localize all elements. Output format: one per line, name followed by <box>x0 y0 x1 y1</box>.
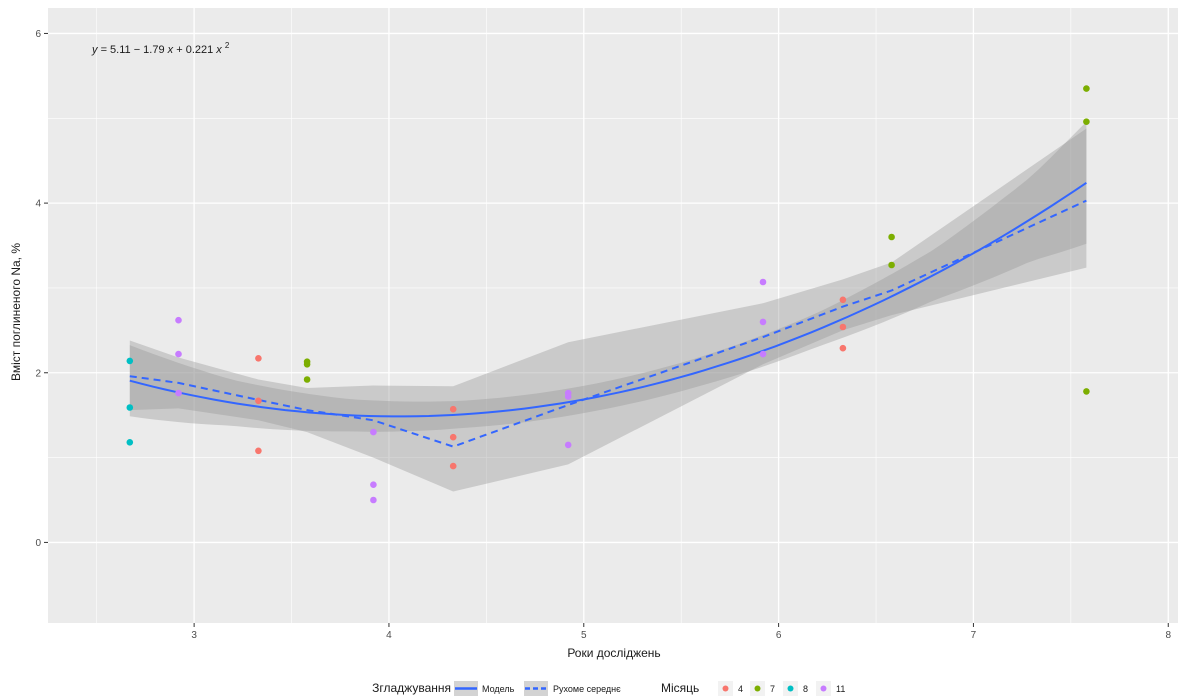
x-tick-label-5: 5 <box>581 630 587 641</box>
legend-label-month-11: 11 <box>836 684 845 694</box>
data-points <box>126 85 1090 504</box>
data-point-31 <box>1083 118 1090 125</box>
eq-y: y <box>91 44 99 56</box>
x-tick-label-6: 6 <box>776 630 782 641</box>
data-point-28 <box>888 233 895 241</box>
legend-smoothing-title: Згладжування <box>372 681 451 695</box>
y-tick-label-2: 2 <box>35 368 41 379</box>
axis-ticks: 3 4 5 6 7 8 0 2 4 6 <box>35 29 1171 641</box>
legend-key-moving-average <box>524 681 548 696</box>
data-point-11 <box>303 361 311 368</box>
y-tick-label-6: 6 <box>35 29 41 40</box>
grid-minor <box>48 8 1178 623</box>
model-fit-line <box>129 181 1087 418</box>
data-point-7 <box>255 355 262 362</box>
legend-month-4: 4 <box>718 681 743 696</box>
legend-month-title: Місяць <box>661 681 699 695</box>
moving-average-band <box>129 128 1087 492</box>
y-tick-label-4: 4 <box>35 199 41 210</box>
legend-label-month-7: 7 <box>770 684 775 694</box>
legend-label-month-4: 4 <box>738 684 743 694</box>
data-point-32 <box>1083 388 1090 395</box>
legend-label-moving-average: Рухоме середнє <box>553 684 621 694</box>
eq-exponent: 2 <box>225 41 230 50</box>
data-point-25 <box>839 296 847 304</box>
regression-equation: y = 5.11 − 1.79 x + 0.221 x 2 <box>91 41 230 56</box>
data-point-14 <box>370 481 377 489</box>
data-point-8 <box>255 397 262 405</box>
eq-const: = 5.11 − 1.79 <box>101 44 165 56</box>
grid-major <box>48 8 1178 623</box>
data-point-30 <box>1083 85 1090 92</box>
legend-month-8: 8 <box>783 681 808 696</box>
data-point-12 <box>303 376 311 383</box>
legend-dot-month-4 <box>722 685 729 692</box>
eq-x1: x <box>167 44 174 56</box>
data-point-13 <box>370 428 377 436</box>
legend-label-model: Модель <box>482 684 515 694</box>
data-point-9 <box>255 447 262 455</box>
legend-key-model <box>454 681 478 696</box>
data-point-23 <box>759 318 767 326</box>
eq-x2: x <box>215 44 222 56</box>
x-tick-label-4: 4 <box>386 630 392 641</box>
data-point-4 <box>175 316 182 324</box>
moving-average-line <box>129 199 1087 448</box>
data-point-18 <box>449 462 457 470</box>
data-point-26 <box>839 323 847 331</box>
data-point-2 <box>126 404 134 411</box>
smoothing-lines <box>129 181 1087 448</box>
legend: Згладжування Модель Рухоме середнє Місяц… <box>372 681 845 696</box>
data-point-6 <box>175 389 182 397</box>
y-axis-title: Вміст поглиненого Na, % <box>9 243 23 381</box>
data-point-17 <box>449 433 457 441</box>
data-point-21 <box>564 441 572 449</box>
data-point-15 <box>370 496 377 504</box>
y-tick-label-0: 0 <box>35 538 41 549</box>
data-point-1 <box>126 357 134 365</box>
data-point-5 <box>175 350 182 358</box>
legend-month-7: 7 <box>750 681 775 696</box>
x-tick-label-3: 3 <box>191 630 197 641</box>
x-tick-label-7: 7 <box>971 630 977 641</box>
data-point-24 <box>759 350 767 358</box>
data-point-20 <box>564 393 572 400</box>
data-point-16 <box>449 405 457 413</box>
data-point-29 <box>888 261 895 269</box>
legend-dot-month-7 <box>754 685 761 692</box>
legend-month-11: 11 <box>816 681 845 696</box>
data-point-27 <box>839 344 847 352</box>
legend-label-month-8: 8 <box>803 684 808 694</box>
x-axis-title: Роки досліджень <box>567 646 660 660</box>
legend-dot-month-11 <box>820 685 827 692</box>
x-tick-label-8: 8 <box>1165 630 1171 641</box>
panel-background <box>48 8 1178 623</box>
legend-dot-month-8 <box>787 685 794 692</box>
eq-plus: + 0.221 <box>176 44 213 56</box>
data-point-22 <box>759 278 767 286</box>
data-point-3 <box>126 439 134 446</box>
